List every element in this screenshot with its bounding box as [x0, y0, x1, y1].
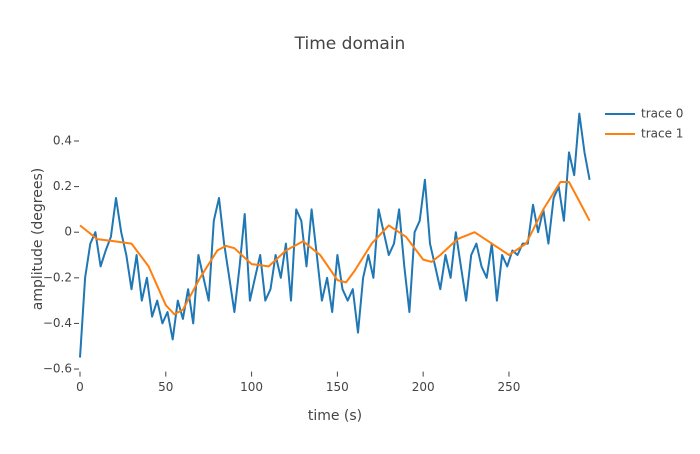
y-axis-title: amplitude (degrees) [30, 168, 46, 310]
x-tick-label: 200 [412, 380, 435, 394]
x-axis-title: time (s) [308, 408, 362, 424]
y-tick-label: −0.4 [43, 316, 72, 330]
line [79, 181, 591, 316]
legend-label: trace 1 [641, 127, 683, 141]
x-tick-label: 150 [326, 380, 349, 394]
x-tick-label: 100 [240, 380, 263, 394]
line [79, 112, 591, 358]
y-tick-label: 0 [64, 225, 72, 239]
legend-label: trace 0 [641, 107, 683, 121]
y-tick-label: −0.6 [43, 362, 72, 376]
x-tick-label: 50 [158, 380, 173, 394]
x-tick-label: 250 [498, 380, 521, 394]
y-tick-label: 0.4 [53, 133, 72, 147]
chart-title: Time domain [294, 34, 406, 54]
y-tick-label: 0.2 [53, 179, 72, 193]
x-tick-label: 0 [76, 380, 84, 394]
y-tick-label: −0.2 [43, 270, 72, 284]
